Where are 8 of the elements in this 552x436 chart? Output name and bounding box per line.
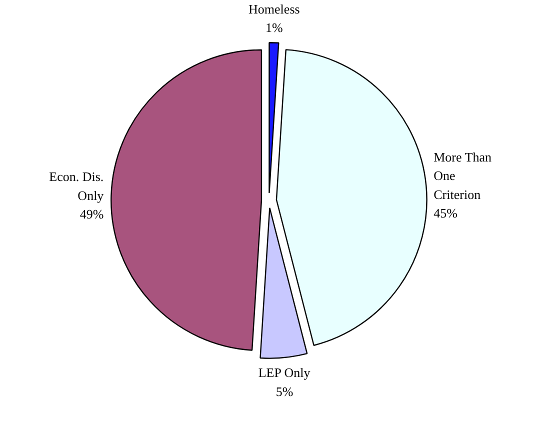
data-label: 1% [266,20,284,36]
slice-label: Econ. Dis. Only [49,169,104,203]
slice-label: LEP Only [258,365,311,380]
slice-label: Homeless [248,1,300,16]
data-label: 49% [80,206,104,222]
data-label: 45% [434,206,458,221]
slice-label: More Than One Criterion [434,149,492,202]
data-label: 5% [276,384,294,399]
